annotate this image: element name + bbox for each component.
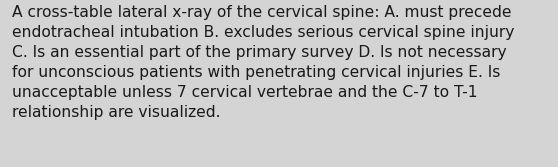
- Text: A cross-table lateral x-ray of the cervical spine: A. must precede
endotracheal : A cross-table lateral x-ray of the cervi…: [12, 5, 514, 120]
